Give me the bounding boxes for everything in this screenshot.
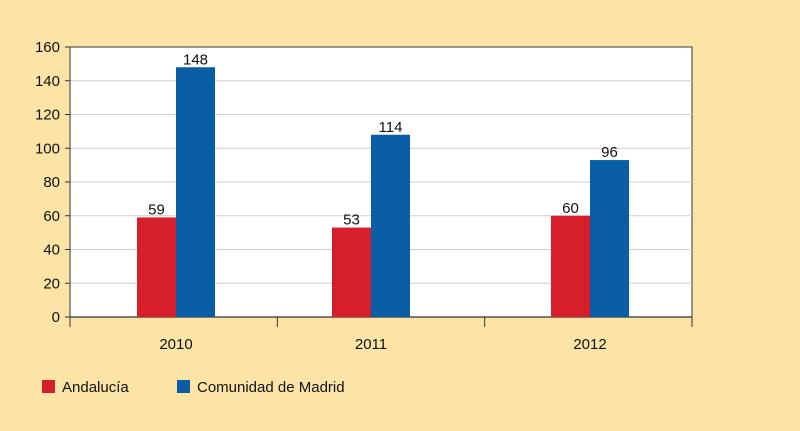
axis-layer: 0 20 40 60 80 100 120 140 160 2010 2011 2012 [35, 39, 693, 353]
y-tick-label: 0 [52, 309, 60, 326]
y-tick-label: 140 [35, 73, 60, 90]
data-label: 53 [343, 212, 360, 229]
y-tick-label: 100 [35, 140, 60, 157]
data-label: 59 [148, 201, 165, 218]
x-tick-label: 2011 [355, 336, 387, 353]
data-label: 114 [379, 119, 403, 136]
data-label: 148 [183, 51, 208, 68]
legend-label: Andalucía [62, 379, 129, 396]
data-label: 60 [562, 200, 579, 217]
y-tick-label: 40 [43, 242, 60, 259]
x-tick-label: 2012 [573, 336, 606, 353]
y-tick-label: 20 [43, 275, 60, 292]
x-tick-label: 2010 [159, 336, 192, 353]
legend-swatch [42, 380, 55, 393]
y-tick-label: 60 [43, 208, 60, 225]
legend-label: Comunidad de Madrid [197, 379, 345, 396]
bars-layer [137, 67, 629, 317]
y-tick-label: 120 [35, 107, 60, 124]
bar-comunidad-de-madrid-2012 [590, 160, 629, 317]
bar-comunidad-de-madrid-2010 [176, 67, 215, 317]
legend-swatch [177, 380, 190, 393]
y-tick-label: 80 [43, 174, 60, 191]
bar-andalucía-2011 [332, 227, 371, 317]
bar-comunidad-de-madrid-2011 [371, 134, 410, 317]
bar-andalucía-2010 [137, 217, 176, 317]
data-label: 96 [601, 144, 618, 161]
labels-layer: 59 148 53 114 60 96 [148, 51, 618, 228]
legend: Andalucía Comunidad de Madrid [42, 379, 345, 396]
bar-andalucía-2012 [551, 215, 590, 317]
y-tick-label: 160 [35, 39, 60, 56]
